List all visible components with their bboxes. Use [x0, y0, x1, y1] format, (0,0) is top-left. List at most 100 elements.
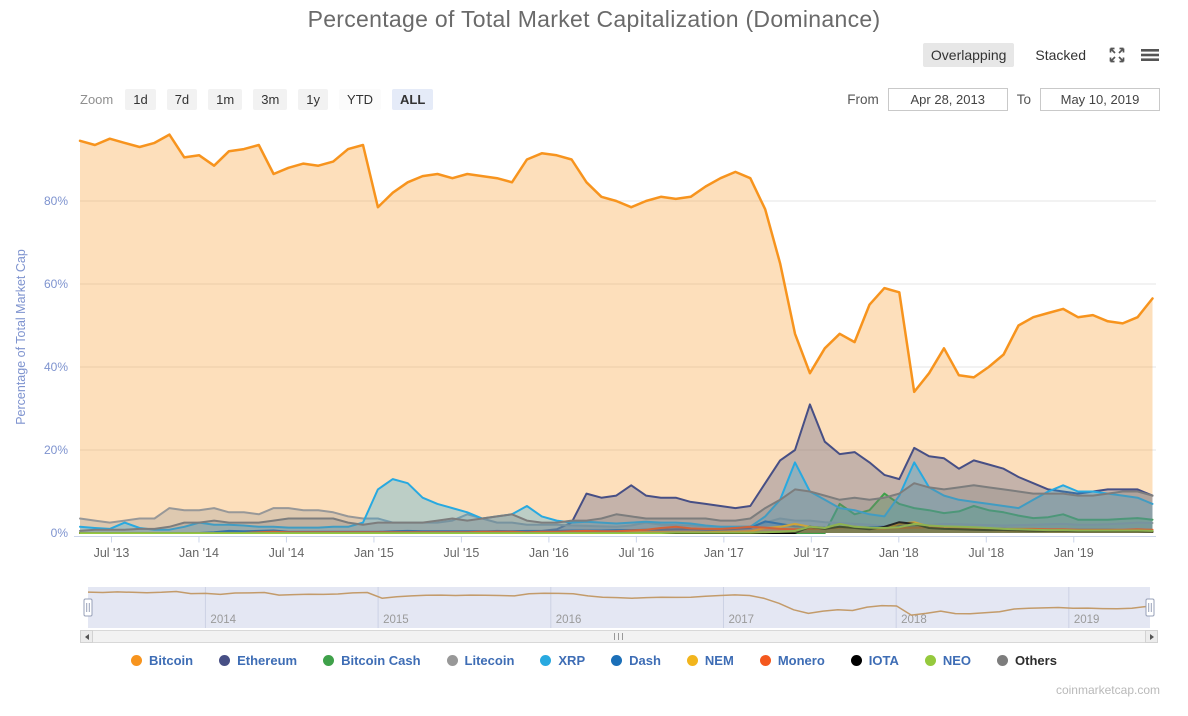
legend-item-iota[interactable]: IOTA	[850, 653, 899, 668]
navigator-year-label: 2016	[556, 614, 582, 626]
navigator-left-handle[interactable]	[83, 598, 93, 617]
series-litecoin-line	[79, 507, 1154, 528]
from-date-input[interactable]	[887, 88, 1008, 111]
zoom-button-7d[interactable]: 7d	[166, 89, 198, 110]
scrollbar-right-arrow-icon[interactable]	[1145, 630, 1158, 643]
x-tick-label: Jan '19	[1054, 546, 1094, 560]
litecoin-legend-dot-icon	[446, 655, 458, 666]
series-neo-area	[80, 523, 1153, 533]
navigator-scrollbar[interactable]	[80, 630, 1158, 643]
to-label: To	[1016, 92, 1031, 107]
y-axis-title: Percentage of Total Market Cap	[14, 249, 28, 425]
x-tick-label: Jul '15	[444, 546, 480, 560]
bitcoin-legend-dot-icon	[131, 655, 143, 666]
legend-label: IOTA	[868, 653, 899, 668]
zoom-button-all[interactable]: ALL	[392, 89, 434, 110]
series-bitcoin-line	[78, 133, 1154, 394]
series-xrp-area	[80, 462, 1153, 533]
dash-legend-dot-icon	[611, 655, 623, 666]
monero-legend-dot-icon	[759, 655, 771, 666]
legend-item-xrp[interactable]: XRP	[540, 653, 585, 668]
navigator-right-handle[interactable]	[1145, 598, 1155, 617]
overlapping-toggle[interactable]: Overlapping	[922, 43, 1015, 67]
fullscreen-icon[interactable]	[1107, 45, 1127, 65]
series-bitcoin-cash-area	[80, 493, 1153, 533]
x-tick-label: Jul '16	[618, 546, 654, 560]
scrollbar-track[interactable]	[93, 630, 1145, 643]
legend-item-neo[interactable]: NEO	[924, 653, 972, 668]
legend-label: XRP	[558, 653, 586, 668]
navigator-year-label: 2017	[728, 614, 754, 626]
legend-item-monero[interactable]: Monero	[759, 653, 825, 668]
series-ethereum-area	[80, 404, 1153, 533]
y-tick-label: 40%	[44, 360, 68, 374]
scrollbar-grip-icon[interactable]	[614, 633, 624, 640]
legend-item-litecoin[interactable]: Litecoin	[446, 653, 515, 668]
view-toggle-group: Overlapping Stacked	[922, 43, 1160, 67]
legend-label: Bitcoin	[149, 653, 194, 668]
x-tick-label: Jul '14	[269, 546, 305, 560]
neo-legend-dot-icon	[924, 655, 936, 666]
x-tick-label: Jan '17	[704, 546, 744, 560]
legend-item-bitcoin[interactable]: Bitcoin	[131, 653, 193, 668]
legend-item-ethereum[interactable]: Ethereum	[219, 653, 297, 668]
zoom-button-1m[interactable]: 1m	[208, 89, 243, 110]
chart-menu-hamburger-icon[interactable]	[1140, 47, 1160, 63]
nem-legend-dot-icon	[686, 655, 698, 666]
scrollbar-left-arrow-icon[interactable]	[80, 630, 93, 643]
date-range-inputs: From To	[838, 88, 1160, 111]
bitcoin-cash-legend-dot-icon	[323, 655, 335, 666]
legend-label: Litecoin	[464, 653, 515, 668]
xrp-legend-dot-icon	[540, 655, 552, 666]
legend-label: NEO	[942, 653, 972, 668]
others-legend-dot-icon	[997, 655, 1009, 666]
navigator-year-label: 2019	[1074, 614, 1100, 626]
iota-legend-dot-icon	[850, 655, 862, 666]
y-tick-label: 60%	[44, 277, 68, 291]
zoom-button-1d[interactable]: 1d	[125, 89, 156, 110]
to-date-input[interactable]	[1040, 88, 1160, 111]
navigator-series-line	[87, 590, 1147, 616]
x-tick-label: Jul '17	[793, 546, 829, 560]
y-tick-label: 80%	[44, 194, 68, 208]
zoom-button-ytd[interactable]: YTD	[339, 89, 382, 110]
series-xrp-line	[79, 461, 1154, 531]
series-others-line	[79, 482, 1154, 532]
x-tick-label: Jul '18	[968, 546, 1004, 560]
legend-item-others[interactable]: Others	[997, 653, 1057, 668]
legend-label: Bitcoin Cash	[341, 653, 421, 668]
series-dash-area	[80, 521, 1153, 533]
legend: Bitcoin Ethereum Bitcoin Cash Litecoin XRP Da…	[0, 653, 1188, 668]
series-bitcoin-area	[80, 134, 1153, 533]
legend-item-dash[interactable]: Dash	[611, 653, 661, 668]
legend-label: Dash	[629, 653, 661, 668]
from-label: From	[847, 92, 879, 107]
y-tick-label: 20%	[44, 443, 68, 457]
watermark: coinmarketcap.com	[1055, 683, 1160, 697]
chart-navigator[interactable]: 2014 2015 2016 2017 2018 2019	[0, 586, 1188, 630]
dominance-chart[interactable]: Jul '13 Jan '14 Jul '14 Jan '15 Jul '15 Jan '…	[0, 130, 1188, 570]
x-tick-label: Jan '15	[354, 546, 394, 560]
ethereum-legend-dot-icon	[219, 655, 231, 666]
navigator-background[interactable]	[88, 587, 1150, 628]
zoom-buttons: Zoom 1d 7d 1m 3m 1y YTD ALL	[80, 89, 444, 110]
navigator-year-label: 2014	[210, 614, 236, 626]
x-tick-label: Jan '16	[529, 546, 569, 560]
legend-label: Others	[1015, 653, 1057, 668]
navigator-year-label: 2018	[901, 614, 927, 626]
zoom-button-1y[interactable]: 1y	[298, 89, 329, 110]
series-iota-area	[80, 522, 1153, 533]
page-title: Percentage of Total Market Capitalizatio…	[307, 6, 881, 32]
legend-label: NEM	[704, 653, 734, 668]
y-tick-label: 0%	[51, 526, 69, 540]
zoom-label: Zoom	[80, 92, 114, 107]
legend-item-bitcoin-cash[interactable]: Bitcoin Cash	[323, 653, 421, 668]
legend-item-nem[interactable]: NEM	[686, 653, 734, 668]
x-tick-label: Jul '13	[94, 546, 130, 560]
series-others-area	[80, 483, 1153, 533]
zoom-button-3m[interactable]: 3m	[253, 89, 288, 110]
legend-label: Ethereum	[237, 653, 298, 668]
stacked-toggle[interactable]: Stacked	[1035, 47, 1086, 63]
x-tick-label: Jan '14	[179, 546, 219, 560]
series-monero-area	[80, 526, 1153, 533]
